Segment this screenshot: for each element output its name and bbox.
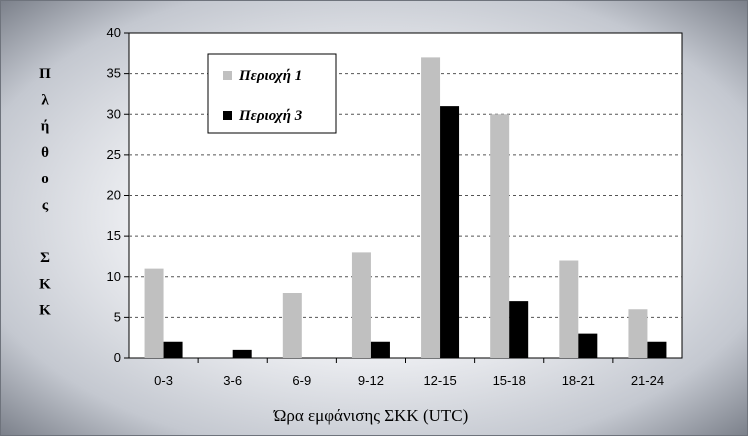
x-tick-label: 18-21 — [562, 373, 595, 388]
legend-label-1: Περιοχή 1 — [238, 68, 302, 84]
y-tick-label: 5 — [114, 309, 121, 324]
x-tick-label: 3-6 — [223, 373, 242, 388]
bar-series1-15-18 — [490, 114, 510, 358]
legend-swatch-1 — [223, 71, 232, 80]
y-label-char: Σ — [40, 250, 50, 266]
y-tick-label: 25 — [107, 147, 121, 162]
y-label-char: ς — [42, 198, 49, 214]
bar-series1-12-15 — [421, 57, 441, 358]
y-label-char: Κ — [39, 303, 51, 319]
y-tick-label: 30 — [107, 106, 121, 121]
x-axis-ticks: 0-3 3-6 6-9 9-12 12-15 15-18 18-21 21-24 — [154, 358, 664, 388]
bar-series2-12-15 — [440, 106, 460, 358]
y-axis-ticks: 0 5 10 15 20 25 30 35 40 — [107, 25, 129, 365]
bar-series2-3-6 — [232, 349, 252, 358]
legend: Περιοχή 1 Περιοχή 3 — [207, 53, 337, 134]
bar-series1-21-24 — [628, 309, 648, 358]
bar-series2-0-3 — [163, 341, 183, 358]
bar-series2-9-12 — [370, 341, 390, 358]
x-tick-label: 15-18 — [493, 373, 526, 388]
legend-label-2: Περιοχή 3 — [238, 108, 303, 124]
y-label-char: λ — [41, 92, 49, 108]
y-label-char: ο — [41, 171, 49, 187]
bar-series1-6-9 — [282, 293, 302, 358]
y-label-char: θ — [41, 145, 49, 161]
bar-series2-15-18 — [509, 301, 529, 358]
y-tick-label: 0 — [114, 350, 121, 365]
y-tick-label: 15 — [107, 228, 121, 243]
bar-series1-0-3 — [144, 268, 164, 358]
x-tick-label: 9-12 — [358, 373, 384, 388]
bar-series2-18-21 — [578, 333, 598, 358]
y-label-char: Κ — [39, 276, 51, 292]
y-tick-label: 10 — [107, 269, 121, 284]
y-label-char: ή — [41, 119, 50, 135]
x-tick-label: 12-15 — [423, 373, 456, 388]
x-tick-label: 0-3 — [154, 373, 173, 388]
bar-series1-9-12 — [351, 252, 371, 358]
bar-series1-18-21 — [559, 260, 579, 358]
y-tick-label: 40 — [107, 25, 121, 40]
y-tick-label: 20 — [107, 188, 121, 203]
y-label-char: Π — [39, 66, 51, 82]
x-axis-label: Ώρα εμφάνισης ΣΚΚ (UTC) — [273, 406, 469, 425]
bar-series2-21-24 — [647, 341, 667, 358]
legend-swatch-2 — [223, 111, 232, 120]
x-tick-label: 6-9 — [292, 373, 311, 388]
y-tick-label: 35 — [107, 66, 121, 81]
x-tick-label: 21-24 — [631, 373, 664, 388]
bars — [144, 57, 667, 358]
